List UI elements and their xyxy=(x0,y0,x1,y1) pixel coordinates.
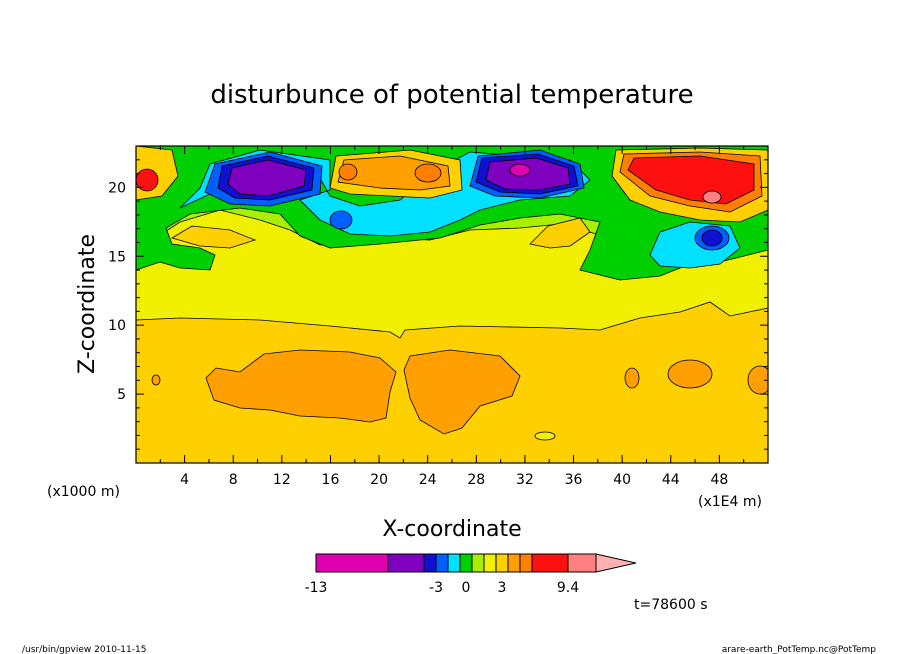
x-tick-label: 40 xyxy=(613,472,631,488)
region-blue-small xyxy=(329,210,353,230)
colorbar-cell xyxy=(459,553,473,573)
footer-right: arare-earth_PotTemp.nc@PotTemp xyxy=(722,645,877,654)
colorbar-cell xyxy=(531,553,569,573)
y-axis-label: Z-coordinate xyxy=(75,234,100,374)
region-darkorange-mid xyxy=(414,163,442,183)
region-purple xyxy=(227,159,307,197)
colorbar-cell xyxy=(507,553,521,573)
colorbar-cell xyxy=(567,553,597,573)
x-tick-label: 32 xyxy=(516,472,534,488)
colorbar-cell xyxy=(483,553,497,573)
colorbar-tick-label: -3 xyxy=(429,580,443,596)
region-darkblue-right xyxy=(701,229,723,247)
colorbar-cell xyxy=(387,553,425,573)
region-lightorange-right xyxy=(529,217,591,249)
region-orange-mid xyxy=(337,155,451,191)
x-tick-label: 36 xyxy=(565,472,583,488)
x-axis-label: X-coordinate xyxy=(382,517,521,542)
x-tick-label: 16 xyxy=(322,472,340,488)
region-magenta xyxy=(509,163,531,177)
x-tick-label: 12 xyxy=(273,472,291,488)
footer-left: /usr/bin/gpview 2010-11-15 xyxy=(22,645,146,654)
region-pink-right xyxy=(702,190,722,204)
region-lightorange-left xyxy=(171,225,257,249)
y-tick-label: 5 xyxy=(117,387,126,403)
colorbar-cell xyxy=(519,553,533,573)
colorbar-extend-arrow xyxy=(595,553,637,573)
y-tick-label: 15 xyxy=(108,249,126,265)
x-tick-label: 24 xyxy=(419,472,437,488)
region-orange-lower-dot xyxy=(151,374,161,386)
x-tick-label: 20 xyxy=(370,472,388,488)
colorbar-tick-label: -13 xyxy=(305,580,328,596)
region-orange-lower-small xyxy=(667,359,713,389)
region-orange-lower-bottom xyxy=(534,431,556,441)
region-red-right xyxy=(627,155,755,205)
region-darkorange-mid2 xyxy=(338,163,358,181)
x-tick-label: 44 xyxy=(662,472,680,488)
colorbar-cell xyxy=(315,553,389,573)
colorbar-cell xyxy=(435,553,449,573)
colorbar-cell xyxy=(447,553,461,573)
region-orange-lower-right xyxy=(403,349,521,435)
x-tick-label: 48 xyxy=(710,472,728,488)
chart-title: disturbunce of potential temperature xyxy=(210,80,693,110)
x-tick-label: 28 xyxy=(467,472,485,488)
region-orange-lower-left xyxy=(205,349,397,423)
time-label: t=78600 s xyxy=(634,597,708,613)
x-ticks: 4 8 12 16 20 24 28 32 36 40 44 48 xyxy=(159,146,745,488)
x-tick-label: 8 xyxy=(229,472,238,488)
region-orange-lower-tiny xyxy=(624,367,640,389)
colorbar xyxy=(315,553,637,573)
colorbar-tick-label: 0 xyxy=(462,580,471,596)
colorbar-tick-label: 3 xyxy=(498,580,507,596)
contour-field xyxy=(136,146,768,463)
region-red-left xyxy=(136,168,159,192)
colorbar-ticks: -13 -3 0 3 9.4 xyxy=(305,580,580,596)
y-ticks: 5 10 15 20 xyxy=(108,159,768,450)
y-tick-label: 20 xyxy=(108,180,126,196)
colorbar-tick-label: 9.4 xyxy=(557,580,579,596)
colorbar-cell xyxy=(471,553,485,573)
x-tick-label: 4 xyxy=(180,472,189,488)
x-unit-left: (x1000 m) xyxy=(47,484,120,500)
x-unit-right: (x1E4 m) xyxy=(698,494,762,510)
colorbar-cell xyxy=(423,553,437,573)
colorbar-cell xyxy=(495,553,509,573)
y-tick-label: 10 xyxy=(108,318,126,334)
